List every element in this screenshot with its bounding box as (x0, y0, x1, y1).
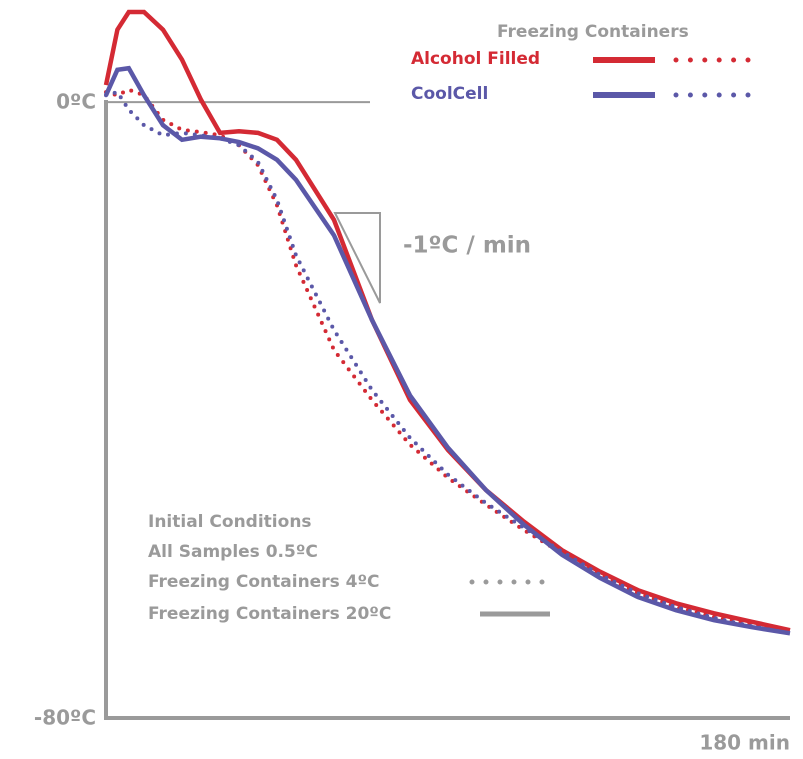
y-tick-label: -80ºC (34, 706, 96, 730)
annotation: -1ºC / min (403, 233, 531, 259)
conditions-dotted: Freezing Containers 4ºC (148, 572, 380, 592)
line-20c (103, 65, 791, 636)
conditions-title: Initial Conditions (148, 512, 312, 532)
line-20c (103, 9, 791, 633)
x-tick-label: 180 min (699, 731, 790, 755)
legend-title: Freezing Containers (497, 22, 689, 42)
conditions-note: All Samples 0.5ºC (148, 542, 318, 562)
conditions-solid: Freezing Containers 20ºC (148, 604, 391, 624)
legend-label: CoolCell (411, 84, 488, 104)
slope-triangle (333, 212, 381, 304)
legend-label: Alcohol Filled (411, 49, 540, 69)
y-tick-label: 0ºC (56, 90, 96, 114)
line-4c (104, 89, 792, 636)
